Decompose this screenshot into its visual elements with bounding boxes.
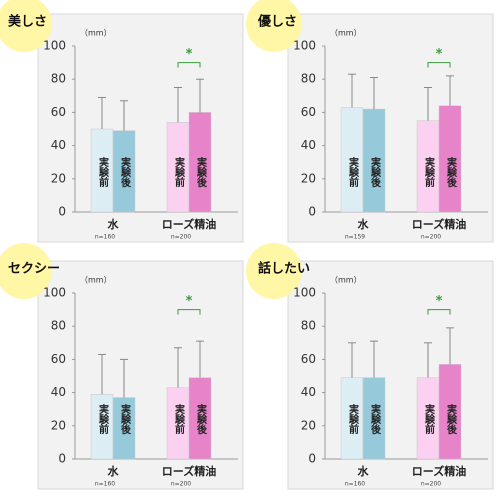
chart-title: 美しさ: [8, 14, 47, 30]
sample-size: n=200: [421, 234, 441, 241]
panel-background: [287, 260, 494, 490]
bar-label: 実験前: [347, 403, 359, 435]
y-tick-label: 80: [51, 72, 66, 86]
significance-mark: *: [436, 294, 443, 309]
panel-background: [37, 260, 244, 490]
chart-title: 優しさ: [257, 14, 297, 30]
bar-label: 実験後: [369, 156, 381, 188]
x-tick-label: ローズ精油: [162, 217, 216, 231]
significance-mark: *: [186, 294, 193, 309]
x-tick-label: ローズ精油: [162, 464, 216, 478]
bar-label: 実験前: [423, 156, 435, 188]
bar-label: 実験後: [195, 403, 207, 435]
significance-bracket: [427, 309, 451, 315]
bar-label: 実験前: [347, 156, 359, 188]
bar-label: 実験前: [173, 403, 185, 435]
sample-size: n=160: [95, 234, 115, 241]
x-tick-label: 水: [108, 217, 120, 231]
title-badge: [0, 243, 52, 299]
sample-size: n=159: [345, 234, 365, 241]
bar-label: 実験後: [445, 156, 457, 188]
y-axis-unit: （mm）: [80, 29, 112, 38]
y-tick-label: 0: [58, 452, 66, 466]
y-tick-label: 100: [293, 39, 316, 53]
y-tick-label: 0: [308, 452, 316, 466]
panel-background: [287, 13, 494, 243]
y-tick-label: 60: [51, 105, 66, 119]
y-tick-label: 0: [58, 205, 66, 219]
significance-bracket: [177, 62, 201, 68]
bar-label: 実験後: [119, 403, 131, 435]
y-tick-label: 40: [301, 138, 316, 152]
significance-bracket: [177, 309, 201, 315]
y-tick-label: 20: [51, 171, 66, 185]
y-axis-unit: （mm）: [330, 29, 362, 38]
y-tick-label: 80: [301, 319, 316, 333]
bar-label: 実験後: [445, 403, 457, 435]
significance-mark: *: [436, 47, 443, 62]
significance-mark: *: [186, 47, 193, 62]
y-tick-label: 100: [293, 286, 316, 300]
y-axis-unit: （mm）: [330, 276, 362, 285]
bar-label: 実験前: [97, 403, 109, 435]
sample-size: n=160: [95, 481, 115, 488]
y-tick-label: 20: [51, 418, 66, 432]
y-tick-label: 80: [301, 72, 316, 86]
bar: [112, 397, 136, 460]
y-tick-label: 20: [301, 171, 316, 185]
y-tick-label: 0: [308, 205, 316, 219]
y-tick-label: 20: [301, 418, 316, 432]
y-tick-label: 60: [301, 352, 316, 366]
x-tick-label: ローズ精油: [412, 464, 466, 478]
bar-label: 実験後: [195, 156, 207, 188]
bar-label: 実験前: [173, 156, 185, 188]
y-tick-label: 40: [51, 138, 66, 152]
chart-title: 話したい: [258, 261, 310, 277]
y-tick-label: 60: [51, 352, 66, 366]
y-tick-label: 60: [301, 105, 316, 119]
chart-title: セクシー: [8, 262, 60, 277]
title-badge: [246, 0, 302, 52]
x-tick-label: 水: [358, 464, 370, 478]
panel-background: [37, 13, 244, 243]
bar-label: 実験前: [97, 156, 109, 188]
bar-label: 実験前: [423, 403, 435, 435]
sample-size: n=200: [171, 234, 191, 241]
title-badge: [246, 243, 302, 299]
x-tick-label: 水: [108, 464, 120, 478]
bar-label: 実験後: [369, 403, 381, 435]
y-tick-label: 40: [301, 385, 316, 399]
y-axis-unit: （mm）: [80, 276, 112, 285]
y-tick-label: 40: [51, 385, 66, 399]
sample-size: n=200: [421, 481, 441, 488]
y-tick-label: 80: [51, 319, 66, 333]
title-badge: [0, 0, 52, 52]
significance-bracket: [427, 62, 451, 68]
bar: [438, 364, 462, 460]
sample-size: n=200: [171, 481, 191, 488]
x-tick-label: ローズ精油: [412, 217, 466, 231]
sample-size: n=160: [345, 481, 365, 488]
bar-label: 実験後: [119, 156, 131, 188]
y-tick-label: 100: [43, 286, 66, 300]
y-tick-label: 100: [43, 39, 66, 53]
x-tick-label: 水: [358, 217, 370, 231]
